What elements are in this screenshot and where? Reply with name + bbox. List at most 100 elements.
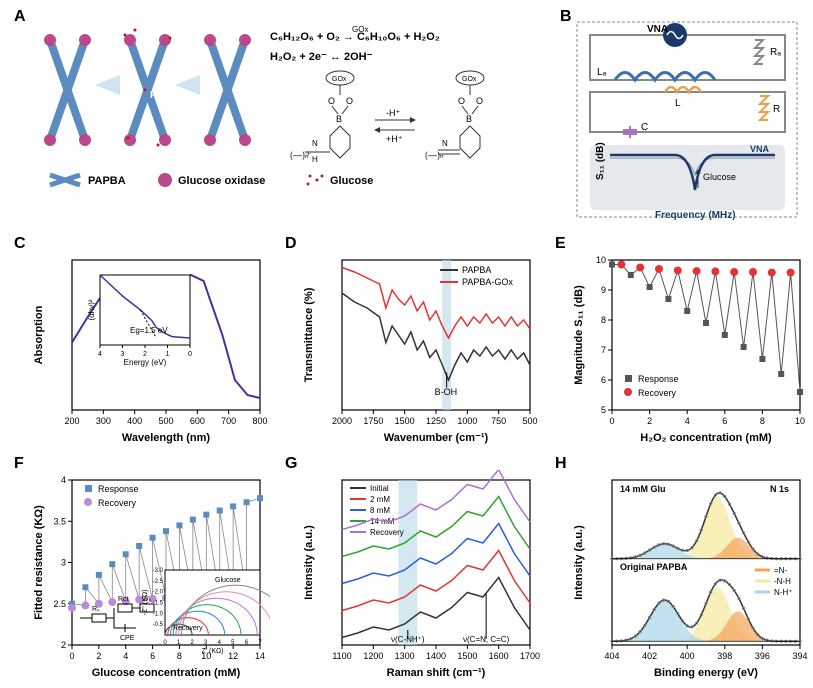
svg-text:O: O — [476, 96, 483, 106]
svg-text:Glucose oxidase: Glucose oxidase — [178, 175, 265, 187]
svg-text:1750: 1750 — [363, 416, 383, 426]
panel-label-g: G — [285, 455, 297, 473]
svg-text:Intensity (a.u.): Intensity (a.u.) — [303, 525, 315, 600]
panel-a-svg: Recovery C₆H₁₂O₆ + O₂ → C₆H₁₀O₆ + H₂O₂ G… — [30, 20, 550, 220]
svg-text:2: 2 — [96, 651, 101, 661]
svg-text:500: 500 — [522, 416, 537, 426]
svg-text:-1.0: -1.0 — [153, 611, 164, 617]
svg-text:0: 0 — [609, 416, 614, 426]
svg-text:PAPBA-GOx: PAPBA-GOx — [462, 277, 513, 287]
svg-text:-Z'' (KΩ): -Z'' (KΩ) — [142, 590, 149, 616]
svg-text:8 mM: 8 mM — [370, 506, 390, 515]
svg-text:Glucose: Glucose — [330, 175, 373, 187]
svg-text:400: 400 — [680, 651, 695, 661]
panel-label-d: D — [285, 235, 297, 253]
svg-text:Intensity (a.u.): Intensity (a.u.) — [573, 525, 585, 600]
svg-text:6: 6 — [601, 375, 606, 385]
svg-text:1200: 1200 — [363, 651, 383, 661]
svg-text:404: 404 — [604, 651, 619, 661]
svg-text:Recovery: Recovery — [638, 388, 677, 398]
svg-text:700: 700 — [221, 416, 236, 426]
svg-text:Rₛ: Rₛ — [92, 606, 100, 613]
svg-text:396: 396 — [755, 651, 770, 661]
svg-text:Frequency (MHz): Frequency (MHz) — [655, 210, 736, 220]
panel-label-f: F — [14, 455, 24, 473]
svg-text:12: 12 — [228, 651, 238, 661]
svg-text:L: L — [675, 98, 681, 109]
svg-text:1600: 1600 — [489, 651, 509, 661]
svg-text:Rₐ: Rₐ — [770, 47, 781, 58]
svg-text:0: 0 — [188, 351, 192, 358]
svg-text:0: 0 — [69, 651, 74, 661]
svg-text:1400: 1400 — [426, 651, 446, 661]
svg-text:14 mM Glu: 14 mM Glu — [620, 484, 666, 494]
svg-text:1300: 1300 — [395, 651, 415, 661]
panel-d: 20001750150012501000750500Wavenumber (cm… — [300, 250, 540, 445]
svg-text:PAPBA: PAPBA — [462, 265, 491, 275]
panel-a-legend: PAPBA Glucose oxidase Glucose — [50, 173, 373, 187]
svg-text:3: 3 — [121, 351, 125, 358]
svg-text:Initial: Initial — [370, 484, 389, 493]
svg-text:14: 14 — [255, 651, 265, 661]
panel-c: 200300400500600700800Wavelength (nm)Abso… — [30, 250, 270, 445]
fiber-cluster-2 — [124, 29, 172, 147]
svg-text:600: 600 — [190, 416, 205, 426]
panel-a: Recovery C₆H₁₂O₆ + O₂ → C₆H₁₀O₆ + H₂O₂ G… — [30, 20, 550, 220]
svg-text:400: 400 — [127, 416, 142, 426]
svg-text:-N-H: -N-H — [774, 577, 791, 586]
svg-text:200: 200 — [64, 416, 79, 426]
svg-text:1500: 1500 — [395, 416, 415, 426]
svg-text:⟮—⟯ₙ: ⟮—⟯ₙ — [425, 150, 444, 160]
svg-text:B-OH: B-OH — [435, 387, 458, 397]
panel-e: 02468105678910H₂O₂ concentration (mM)Mag… — [570, 250, 810, 445]
svg-text:2 mM: 2 mM — [370, 495, 390, 504]
svg-text:1700: 1700 — [520, 651, 540, 661]
svg-text:Response: Response — [98, 484, 139, 494]
svg-text:N: N — [312, 139, 318, 148]
svg-text:Recovery: Recovery — [98, 498, 137, 508]
svg-text:+H⁺: +H⁺ — [386, 134, 403, 144]
svg-text:-H⁺: -H⁺ — [386, 108, 400, 118]
panel-label-c: C — [14, 235, 26, 253]
svg-text:-0.5: -0.5 — [153, 622, 164, 628]
panel-h: 404402400398396394Binding energy (eV)Int… — [570, 470, 810, 680]
svg-text:1: 1 — [166, 351, 170, 358]
svg-text:2000: 2000 — [332, 416, 352, 426]
svg-text:6: 6 — [722, 416, 727, 426]
svg-text:Raman shift (cm⁻¹): Raman shift (cm⁻¹) — [387, 667, 486, 679]
svg-text:Wavelength (nm): Wavelength (nm) — [122, 432, 211, 444]
svg-text:398: 398 — [717, 651, 732, 661]
svg-text:O: O — [346, 96, 353, 106]
svg-text:8: 8 — [601, 315, 606, 325]
recovery-label: Recovery — [150, 90, 195, 101]
svg-text:N 1s: N 1s — [770, 484, 789, 494]
svg-text:Rct: Rct — [118, 596, 129, 603]
svg-text:GOx: GOx — [462, 76, 477, 83]
svg-text:-1.5: -1.5 — [153, 601, 164, 607]
svg-text:GOx: GOx — [332, 76, 347, 83]
fiber-cluster-3 — [204, 34, 251, 146]
svg-text:VNA: VNA — [647, 24, 668, 35]
svg-text:-2.0: -2.0 — [153, 590, 164, 596]
svg-text:Glucose: Glucose — [215, 577, 241, 584]
panel-g: 1100120013001400150016001700Raman shift … — [300, 470, 540, 680]
svg-text:3.5: 3.5 — [53, 516, 66, 526]
svg-text:Transmittance (%): Transmittance (%) — [303, 287, 315, 382]
svg-text:2: 2 — [61, 640, 66, 650]
svg-text:8: 8 — [177, 651, 182, 661]
svg-text:2: 2 — [143, 351, 147, 358]
svg-text:Magnitude S₁₁ (dB): Magnitude S₁₁ (dB) — [573, 285, 585, 385]
panel-b: VNA Lₐ Rₐ L C R S₁₁ (dB) Frequency (MHz)… — [575, 20, 800, 220]
svg-text:4: 4 — [61, 475, 66, 485]
svg-text:O: O — [328, 96, 335, 106]
chem-right: GOx OO B ⟮—⟯ₙ N — [425, 71, 484, 160]
svg-text:394: 394 — [792, 651, 807, 661]
svg-text:7: 7 — [258, 640, 262, 646]
svg-text:-3.0: -3.0 — [153, 568, 164, 574]
svg-text:B: B — [466, 114, 472, 124]
svg-text:O: O — [458, 96, 465, 106]
svg-text:Original PAPBA: Original PAPBA — [620, 562, 688, 572]
svg-text:Response: Response — [638, 374, 679, 384]
svg-text:Recovery: Recovery — [370, 528, 404, 537]
arrow-1 — [95, 75, 120, 95]
